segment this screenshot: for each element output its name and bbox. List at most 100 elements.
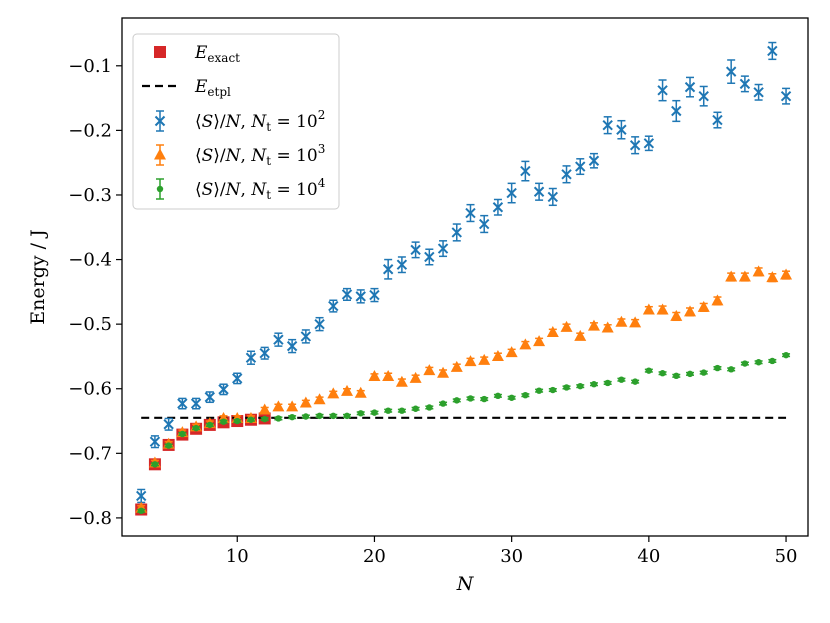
nt4-point bbox=[604, 379, 611, 387]
plot-area bbox=[135, 41, 793, 516]
legend-label-nt4-part: N bbox=[225, 180, 242, 200]
nt2-point-stroke-b bbox=[382, 264, 394, 275]
nt3-point bbox=[725, 270, 738, 282]
x-tick-label: 40 bbox=[637, 546, 660, 567]
nt2-point bbox=[767, 45, 778, 57]
nt2-point-stroke-b bbox=[712, 114, 723, 126]
nt4-point bbox=[302, 413, 310, 420]
nt4-point bbox=[398, 407, 406, 414]
nt4-point bbox=[686, 370, 694, 378]
nt4-point bbox=[371, 409, 378, 416]
nt4-point bbox=[727, 366, 735, 373]
nt4-point bbox=[316, 412, 323, 420]
nt4-point bbox=[673, 372, 680, 380]
nt3-point bbox=[642, 303, 655, 315]
y-tick-label: −0.5 bbox=[68, 314, 112, 335]
nt4-point bbox=[631, 378, 639, 385]
nt3-point bbox=[684, 305, 697, 317]
nt2-point-stroke-b bbox=[369, 289, 380, 301]
y-tick-label: −0.8 bbox=[68, 508, 112, 529]
nt2-point bbox=[273, 334, 284, 345]
nt2-point bbox=[739, 78, 751, 90]
nt4-point bbox=[714, 364, 721, 372]
nt2-point bbox=[259, 348, 270, 359]
nt2-point bbox=[355, 291, 366, 302]
legend-label-nt3-part: 3 bbox=[318, 142, 326, 156]
nt3-point bbox=[368, 369, 381, 381]
nt3-point bbox=[299, 396, 312, 408]
nt2-point bbox=[149, 436, 161, 447]
nt3-point bbox=[780, 268, 793, 280]
nt3-point bbox=[738, 270, 751, 282]
nt4-point bbox=[741, 360, 749, 367]
nt2-point-stroke-b bbox=[314, 318, 325, 330]
nt4-point bbox=[138, 507, 145, 515]
nt3-point bbox=[560, 320, 573, 332]
nt2-point bbox=[479, 218, 490, 230]
nt4-point bbox=[192, 424, 200, 432]
legend-label-nt4-part: = 10 bbox=[271, 180, 318, 200]
nt3-point bbox=[313, 393, 326, 405]
nt4-point bbox=[179, 430, 186, 438]
y-axis-label: Energy / J bbox=[27, 229, 49, 324]
nt2-point-stroke-b bbox=[602, 120, 613, 131]
nt2-point bbox=[575, 161, 586, 172]
nt2-point bbox=[671, 105, 682, 117]
nt3-point bbox=[697, 300, 710, 312]
nt2-point bbox=[712, 114, 723, 126]
nt3-point bbox=[546, 326, 559, 338]
nt2-point-stroke-b bbox=[355, 291, 366, 302]
nt4-point bbox=[288, 413, 296, 421]
nt2-point bbox=[245, 352, 257, 363]
y-tick-label: −0.1 bbox=[68, 56, 112, 77]
nt4-point bbox=[426, 404, 433, 411]
legend-marker-stroke-b bbox=[154, 115, 166, 127]
legend-label-nt3-part: N bbox=[225, 146, 242, 166]
nt2-point-stroke-b bbox=[767, 45, 778, 57]
y-tick-label: −0.2 bbox=[68, 120, 112, 141]
legend-label-nt2-part: ⟩/ bbox=[213, 112, 226, 132]
nt2-point bbox=[218, 384, 229, 395]
nt2-point bbox=[177, 398, 188, 409]
nt2-point-stroke-b bbox=[424, 251, 435, 263]
nt3-point bbox=[395, 375, 408, 387]
nt4-point bbox=[481, 395, 488, 403]
nt4-point bbox=[494, 392, 502, 400]
nt2-point-stroke-b bbox=[561, 169, 572, 180]
nt3-point bbox=[437, 366, 450, 378]
legend-marker bbox=[154, 115, 166, 127]
y-tick-label: −0.4 bbox=[68, 250, 112, 271]
nt2-point bbox=[547, 191, 559, 203]
series-nt2 bbox=[136, 41, 792, 504]
legend-label-nt4-part: t bbox=[266, 188, 271, 202]
nt3-point bbox=[258, 403, 271, 415]
y-tick-label: −0.6 bbox=[68, 379, 112, 400]
nt2-point-stroke-b bbox=[451, 227, 462, 238]
nt3-point bbox=[519, 338, 532, 350]
nt3-point bbox=[670, 309, 683, 321]
nt3-point bbox=[464, 355, 477, 367]
nt2-point-stroke-b bbox=[273, 334, 284, 345]
nt2-point bbox=[520, 165, 531, 177]
nt4-point bbox=[700, 369, 707, 376]
nt3-point bbox=[327, 387, 340, 399]
legend-label-nt4-part: 4 bbox=[318, 176, 326, 190]
nt2-point bbox=[616, 124, 627, 135]
legend-label-nt4-part: S bbox=[202, 180, 214, 200]
legend-label-nt2-part: , bbox=[241, 112, 252, 132]
nt4-point bbox=[412, 405, 419, 412]
nt3-point bbox=[533, 335, 546, 347]
legend-label-nt2-part: N bbox=[225, 112, 242, 132]
legend-label-nt3-part: N bbox=[250, 146, 267, 166]
nt3-point bbox=[450, 360, 463, 372]
nt2-point-stroke-b bbox=[163, 419, 174, 430]
legend-entry-nt2 bbox=[154, 110, 166, 132]
legend-label-nt3-part: = 10 bbox=[271, 146, 318, 166]
nt2-point-stroke-b bbox=[136, 490, 147, 502]
nt2-point bbox=[780, 90, 792, 102]
nt2-point-stroke-b bbox=[629, 140, 641, 151]
nt4-point bbox=[508, 394, 515, 401]
nt2-point bbox=[725, 66, 737, 77]
axes-frame bbox=[121, 17, 809, 537]
nt2-point bbox=[163, 419, 174, 430]
